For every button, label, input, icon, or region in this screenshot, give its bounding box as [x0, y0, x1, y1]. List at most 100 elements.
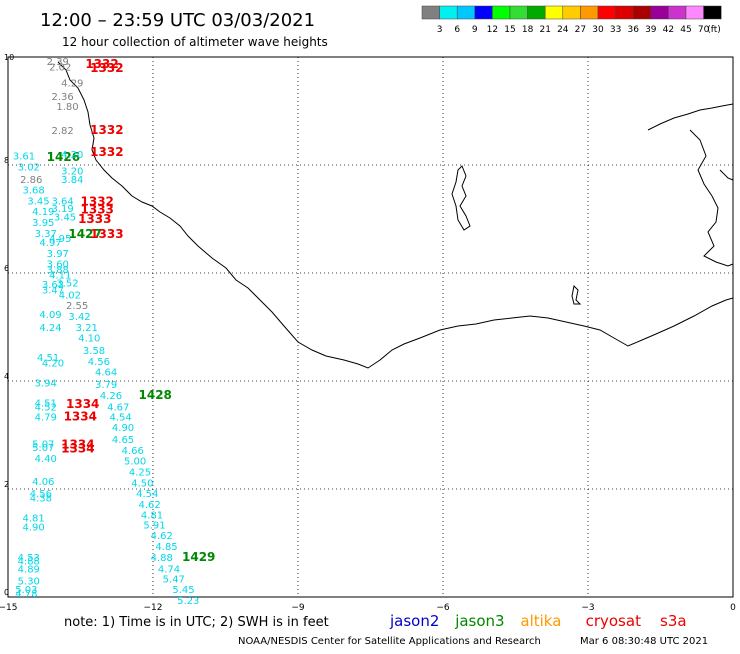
swh-label: 5.00 [124, 457, 146, 468]
swh-label: 5.07 [32, 439, 54, 450]
swh-label: 4.20 [61, 150, 83, 161]
swh-label: 2.39 [47, 57, 69, 68]
x-tick-label: −12 [144, 603, 163, 613]
swh-label: 4.25 [129, 468, 151, 479]
swh-label: 3.42 [68, 312, 90, 323]
swh-label: 4.51 [37, 353, 59, 364]
swh-label: 3.88 [47, 265, 69, 276]
legend-swatch [439, 5, 458, 20]
swh-label: 4.11 [49, 270, 71, 281]
swh-label: 4.40 [35, 454, 57, 465]
map-subtitle: 12 hour collection of altimeter wave hei… [62, 35, 328, 49]
swh-label: 4.81 [23, 513, 45, 524]
swh-label: 4.09 [39, 310, 61, 321]
x-tick-label: −15 [0, 603, 18, 613]
swh-label: 3.58 [83, 346, 105, 357]
swh-label: 4.53 [18, 553, 40, 564]
swh-label: 3.52 [56, 279, 78, 290]
swh-label: 4.66 [122, 446, 144, 457]
swh-label: 3.02 [18, 162, 40, 173]
swh-label: 3.97 [47, 249, 69, 260]
footer-note: note: 1) Time is in UTC; 2) SWH is in fe… [64, 615, 329, 630]
swh-label: 3.47 [42, 286, 64, 297]
swh-label: 5.45 [172, 585, 194, 596]
pass-id-label: 1334 [66, 397, 99, 411]
pass-id-label: 1429 [182, 550, 215, 564]
swh-label: 5.03 [15, 585, 37, 596]
swh-label: 3.68 [23, 186, 45, 197]
swh-label: 4.62 [151, 531, 173, 542]
pass-id-label: 1333 [78, 212, 111, 226]
legend-swatch [668, 5, 687, 20]
legend-swatch [703, 5, 722, 20]
swh-label: 4.56 [30, 489, 52, 500]
y-tick-label: 10 [4, 53, 14, 62]
swh-label: 3.21 [76, 323, 98, 334]
legend-swatch [474, 5, 493, 20]
pass-id-label: 1332 [90, 145, 123, 159]
swh-label: 4.90 [112, 423, 134, 434]
swh-label: 4.67 [107, 403, 129, 414]
coastline-main [57, 61, 734, 369]
footer-credit: NOAA/NESDIS Center for Satellite Applica… [238, 636, 541, 647]
swh-label: 4.81 [141, 511, 163, 522]
swh-label: 4.79 [35, 412, 57, 423]
island-small [571, 284, 582, 305]
legend-label: 39 [645, 25, 657, 35]
y-tick-label: 6 [4, 264, 9, 273]
satellite-legend: jason2 jason3 altika cryosat s3a [389, 612, 687, 630]
swh-label: 3.37 [35, 229, 57, 240]
swh-label: 1.80 [56, 102, 78, 113]
swh-label: 2.55 [66, 301, 88, 312]
x-tick-label: −3 [581, 603, 594, 613]
swh-label: 3.84 [61, 175, 83, 186]
swh-label: 3.60 [47, 260, 69, 271]
swh-label: 4.97 [39, 238, 61, 249]
swh-label: 2.86 [20, 175, 42, 186]
legend-swatch [421, 5, 440, 20]
swh-label: 5.91 [143, 520, 165, 531]
coastline-northeast [647, 103, 734, 267]
satellite-name: jason2 [389, 612, 439, 630]
swh-label: 5.47 [163, 574, 185, 585]
swh-label: 4.88 [18, 557, 40, 568]
swh-label: 3.45 [27, 196, 49, 207]
swh-label: 3.79 [95, 380, 117, 391]
legend-unit: (ft) [707, 25, 721, 35]
pass-id-label: 1334 [61, 438, 94, 452]
pass-id-label: 1334 [61, 441, 94, 455]
legend-swatch [544, 5, 564, 20]
legend-label: 33 [610, 25, 621, 35]
pass-id-label: 1332 [85, 57, 118, 71]
island-center [451, 165, 471, 231]
swh-label: 4.10 [78, 334, 100, 345]
legend-swatch [597, 5, 616, 20]
x-tick-label: −6 [436, 603, 450, 613]
legend-swatch [632, 5, 652, 20]
swh-label: 4.54 [110, 412, 132, 423]
pass-id-label: 1332 [90, 61, 123, 75]
swh-label: 4.38 [30, 493, 52, 504]
swh-label: 5.07 [32, 443, 54, 454]
legend-swatch [562, 5, 581, 20]
y-tick-label: 2 [4, 480, 9, 489]
legend-swatch [527, 5, 546, 20]
swh-label: 2.02 [49, 63, 71, 74]
swh-label: 4.26 [100, 391, 122, 402]
swh-label: 4.95 [49, 234, 71, 245]
swh-label: 5.30 [18, 577, 40, 588]
legend-label: 27 [575, 25, 586, 35]
swh-label: 4.64 [95, 368, 117, 379]
satellite-name: cryosat [586, 612, 641, 630]
legend-label: 21 [539, 25, 550, 35]
swh-label: 4.89 [18, 565, 40, 576]
legend-label: 15 [504, 25, 515, 35]
legend-swatch [580, 5, 599, 20]
pass-id-label: 1332 [90, 123, 123, 137]
swh-label: 2.82 [52, 126, 74, 137]
legend-label: 45 [680, 25, 691, 35]
swh-label: 3.19 [52, 204, 74, 215]
swh-label: 4.24 [39, 323, 61, 334]
swh-label: 4.51 [35, 398, 57, 409]
